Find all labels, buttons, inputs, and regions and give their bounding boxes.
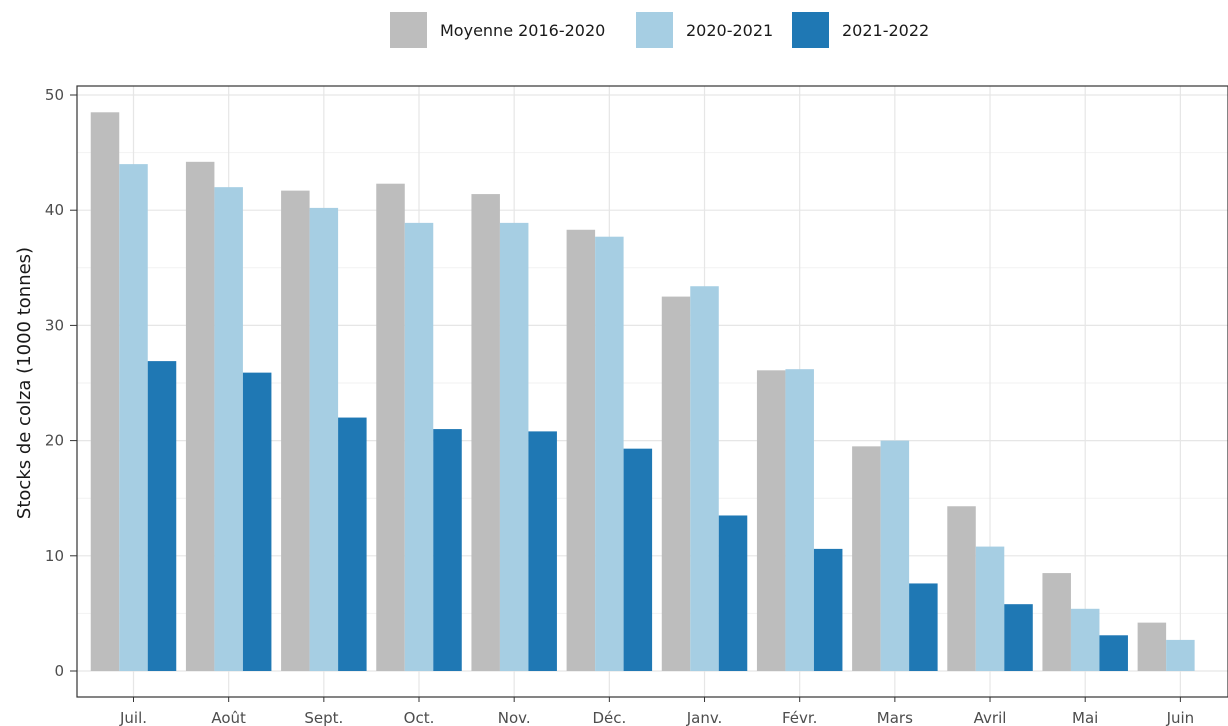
bar xyxy=(1137,622,1167,671)
bar xyxy=(852,446,881,671)
bar xyxy=(718,515,748,671)
y-tick-label: 40 xyxy=(45,201,64,219)
x-tick-label: Déc. xyxy=(592,709,626,726)
bar xyxy=(528,431,557,671)
bars xyxy=(90,112,1195,672)
bar xyxy=(338,417,367,671)
bar xyxy=(880,440,910,671)
x-tick-label: Mai xyxy=(1072,709,1098,726)
bar xyxy=(813,548,843,671)
legend: Moyenne 2016-2020 2020-2021 2021-2022 xyxy=(390,12,929,48)
x-tick-label: Oct. xyxy=(404,709,435,726)
bar xyxy=(119,164,148,671)
bar xyxy=(566,229,596,671)
x-tick-label: Févr. xyxy=(782,709,817,726)
bar xyxy=(90,112,120,671)
bar xyxy=(975,546,1005,671)
x-tick-label: Avril xyxy=(974,709,1007,726)
bar xyxy=(376,183,405,672)
y-tick-label: 50 xyxy=(45,86,64,104)
bar xyxy=(433,429,462,671)
bar xyxy=(756,370,786,671)
legend-swatch xyxy=(636,12,673,48)
legend-swatch xyxy=(792,12,829,48)
bar xyxy=(185,161,215,672)
bar xyxy=(214,187,243,671)
x-tick-label: Janv. xyxy=(686,709,723,726)
x-tick-label: Août xyxy=(211,709,246,726)
bar xyxy=(623,448,653,671)
bar xyxy=(661,296,691,671)
bar xyxy=(1004,604,1033,671)
y-tick-label: 30 xyxy=(45,316,64,334)
bar xyxy=(1099,635,1128,671)
legend-label: Moyenne 2016-2020 xyxy=(440,21,605,40)
plot-border xyxy=(76,85,1228,698)
axes: 0 10 20 30 40 50 Juil. Août Sept. Oct. Nov. Déc. Jan… xyxy=(45,85,1228,726)
bar xyxy=(499,222,529,671)
bar xyxy=(471,194,500,671)
bar xyxy=(309,207,339,671)
bar xyxy=(1166,639,1195,671)
legend-label: 2021-2022 xyxy=(842,21,929,40)
bar xyxy=(1042,573,1071,671)
bar xyxy=(690,286,719,671)
x-tick-label: Juil. xyxy=(119,709,147,726)
bar xyxy=(595,236,624,672)
legend-swatch xyxy=(390,12,427,48)
bar xyxy=(909,583,938,671)
y-tick-label: 10 xyxy=(45,547,64,565)
x-tick-label: Mars xyxy=(877,709,913,726)
bar xyxy=(147,361,177,671)
bar xyxy=(1070,608,1100,671)
y-axis-title: Stocks de colza (1000 tonnes) xyxy=(14,247,35,519)
y-tick-label: 0 xyxy=(54,662,64,680)
x-tick-label: Nov. xyxy=(498,709,531,726)
y-tick-label: 20 xyxy=(45,432,64,450)
x-tick-label: Sept. xyxy=(304,709,343,726)
bar xyxy=(281,190,310,671)
bar xyxy=(785,369,814,671)
bar xyxy=(404,222,434,671)
x-tick-label: Juin xyxy=(1166,709,1195,726)
legend-label: 2020-2021 xyxy=(686,21,773,40)
bar xyxy=(947,506,976,671)
bar xyxy=(242,372,272,671)
